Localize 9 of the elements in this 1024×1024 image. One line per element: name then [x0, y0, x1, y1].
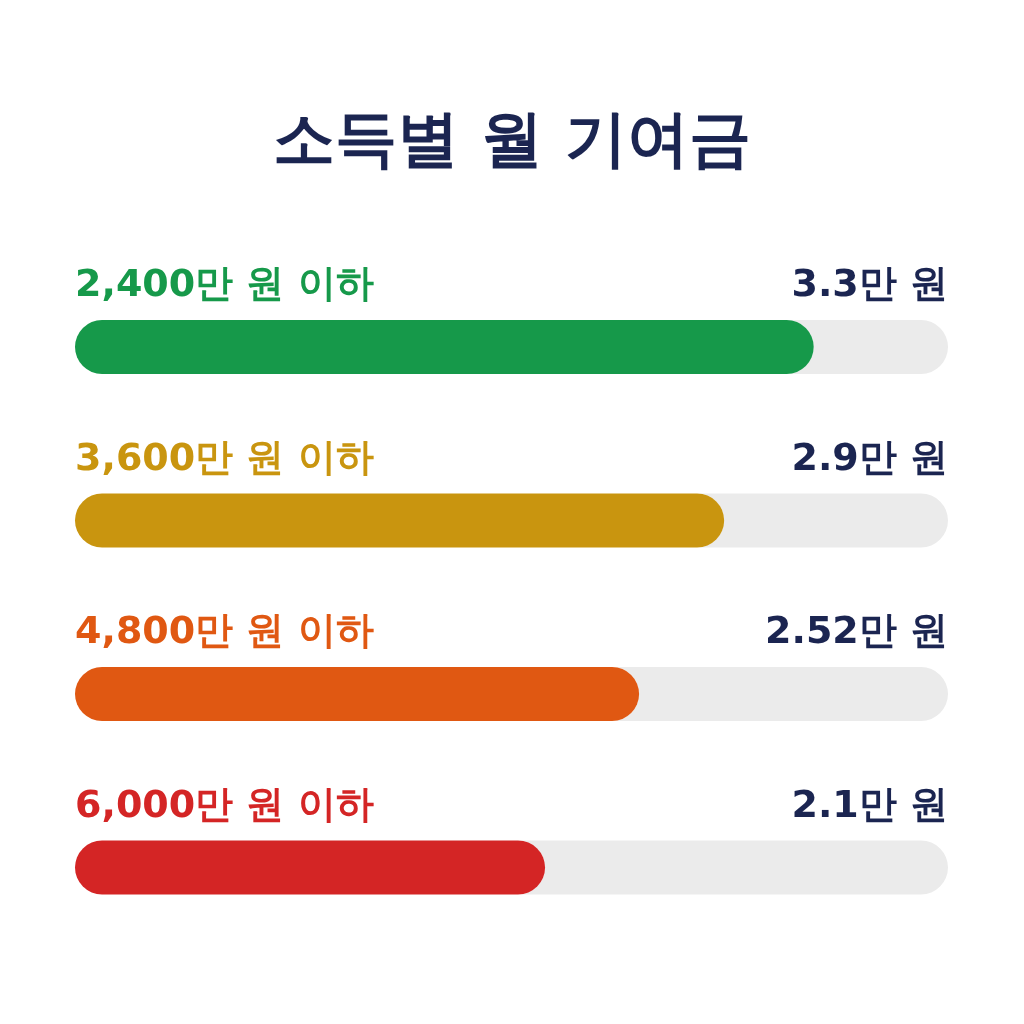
y-tick-label: 2,400만 원 이하	[75, 261, 374, 305]
data-label: 2.9만 원	[791, 434, 948, 479]
chart-title: 소득별 월 기여금	[273, 102, 751, 175]
data-label: 2.52만 원	[765, 608, 948, 652]
data-label: 2.1만 원	[791, 781, 948, 826]
data-label: 3.3만 원	[791, 261, 948, 305]
y-tick-label: 6,000만 원 이하	[75, 781, 374, 826]
y-tick-label: 3,600만 원 이하	[75, 434, 374, 479]
y-tick-label: 4,800만 원 이하	[75, 608, 374, 652]
